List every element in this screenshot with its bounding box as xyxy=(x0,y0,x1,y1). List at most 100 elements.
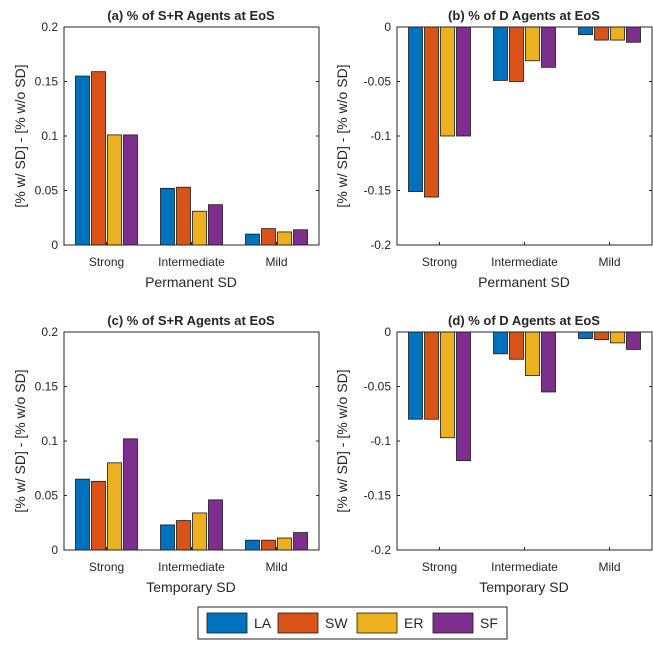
panel-b-bar-er-mild xyxy=(610,26,625,41)
panel-a-bar-la-strong xyxy=(75,75,90,246)
panel-a-ytick-label: 0.1 xyxy=(41,129,58,143)
panel-d-ylabel: [% w/ SD] - [% w/o SD] xyxy=(334,369,350,512)
panel-a-bar-la-intermediate xyxy=(160,187,175,246)
panel-b-ytick-label: -0.15 xyxy=(364,184,392,198)
panel-d-bar-sf-mild xyxy=(626,331,641,350)
panel-d-xlabel: Temporary SD xyxy=(479,579,568,595)
panel-c-yticks: 0 0.05 0.1 0.15 0.2 xyxy=(35,325,319,557)
panel-a-ytick-label: 0.15 xyxy=(35,75,59,89)
panel-b-ylabel: [% w/ SD] - [% w/o SD] xyxy=(334,64,350,207)
panel-a-bar-er-mild xyxy=(277,231,292,246)
panel-c-bars xyxy=(75,438,308,551)
panel-d-bar-sf-intermediate xyxy=(541,331,556,393)
panel-a-bar-la-mild xyxy=(245,233,260,246)
panel-b-bar-sf-intermediate xyxy=(541,26,556,68)
panel-d: -0.2 -0.15 -0.1 -0.05 0 Strong Intermediate Mi… xyxy=(334,313,653,595)
panel-c-ytick-label: 0.15 xyxy=(35,380,59,394)
panel-a-bar-sw-mild xyxy=(261,228,276,246)
panel-d-axes-frame xyxy=(396,331,653,551)
panel-b-bar-sw-mild xyxy=(594,26,609,41)
panel-a-ytick-label: 0.05 xyxy=(35,184,59,198)
panel-c-bar-sw-strong xyxy=(91,480,106,551)
panel-b-xtick-label: Mild xyxy=(598,255,620,269)
panel-a-xtick-label: Intermediate xyxy=(158,255,225,269)
panel-c-bar-er-intermediate xyxy=(192,512,207,551)
panel-c-bar-sf-intermediate xyxy=(208,499,223,551)
legend-swatch-sw xyxy=(277,612,319,634)
panel-d-bar-sw-strong xyxy=(424,331,439,420)
panel-d-ytick-label: 0 xyxy=(384,325,391,339)
panel-c: 0 0.05 0.1 0.15 0.2 Strong Intermediate Mild (… xyxy=(12,313,320,595)
panel-a-xlabel: Permanent SD xyxy=(145,274,237,290)
panel-d-xtick-label: Intermediate xyxy=(491,560,558,574)
panel-d-ytick-label: -0.2 xyxy=(370,543,391,557)
panel-d-ytick-label: -0.05 xyxy=(364,380,392,394)
panel-a-bar-sw-intermediate xyxy=(176,186,191,246)
panel-d-bar-sw-mild xyxy=(594,331,609,341)
panel-d-bar-la-mild xyxy=(578,331,593,339)
panel-d-xtick-label: Mild xyxy=(598,560,620,574)
panel-b-bar-sf-mild xyxy=(626,26,641,43)
panel-a-xtick-label: Mild xyxy=(265,255,287,269)
panel-a-bar-sf-intermediate xyxy=(208,204,223,246)
panel-d-title: (d) % of D Agents at EoS xyxy=(448,313,600,328)
panel-c-bar-la-mild xyxy=(245,539,260,551)
panel-c-xlabel: Temporary SD xyxy=(146,579,235,595)
panel-b-xtick-label: Strong xyxy=(422,255,457,269)
panel-d-ytick-label: -0.15 xyxy=(364,489,392,503)
panel-b-bar-sf-strong xyxy=(456,26,471,137)
panel-d-bar-er-intermediate xyxy=(525,331,540,376)
panel-c-ytick-label: 0.1 xyxy=(41,434,58,448)
panel-c-ytick-label: 0 xyxy=(51,543,58,557)
panel-c-xtick-label: Mild xyxy=(265,560,287,574)
panel-d-bar-la-intermediate xyxy=(493,331,508,355)
panel-c-bar-sw-mild xyxy=(261,539,276,551)
panel-c-xtick-label: Intermediate xyxy=(158,560,225,574)
panel-d-bars xyxy=(408,331,641,462)
panel-c-ylabel: [% w/ SD] - [% w/o SD] xyxy=(12,369,28,512)
panel-b-bars xyxy=(408,26,641,198)
panel-b-ytick-label: -0.2 xyxy=(370,238,391,252)
panel-b-ytick-label: 0 xyxy=(384,20,391,34)
legend-swatch-la xyxy=(206,612,248,634)
legend-label-sf: SF xyxy=(480,615,498,631)
panel-b-bar-la-intermediate xyxy=(493,26,508,81)
panel-c-ytick-label: 0.2 xyxy=(41,325,58,339)
legend-label-er: ER xyxy=(404,615,423,631)
panel-b-xtick-label: Intermediate xyxy=(491,255,558,269)
panel-a-ytick-label: 0.2 xyxy=(41,20,58,34)
panel-b-bar-er-intermediate xyxy=(525,26,540,62)
panel-b-xticks: Strong Intermediate Mild xyxy=(422,242,621,269)
panel-a: 0 0.05 0.1 0.15 0.2 Strong Intermediate Mild (… xyxy=(12,8,320,290)
panel-a-bar-er-intermediate xyxy=(192,210,207,246)
panel-a-ytick-label: 0 xyxy=(51,238,58,252)
legend-label-la: LA xyxy=(254,615,272,631)
panel-d-bar-la-strong xyxy=(408,331,423,420)
panel-a-title: (a) % of S+R Agents at EoS xyxy=(107,8,275,23)
panel-d-bar-er-strong xyxy=(440,331,455,439)
panel-d-bar-sw-intermediate xyxy=(509,331,524,360)
panel-a-bar-sf-strong xyxy=(123,134,138,246)
panel-c-bar-er-mild xyxy=(277,537,292,551)
panel-b-axes-frame xyxy=(396,26,653,246)
panel-d-bar-sf-strong xyxy=(456,331,471,462)
panel-a-axes-frame xyxy=(63,26,320,246)
panel-b-bar-sw-strong xyxy=(424,26,439,198)
panel-a-bars xyxy=(75,71,308,246)
legend: LA SW ER SF xyxy=(197,606,508,640)
panel-b-bar-er-strong xyxy=(440,26,455,137)
panel-b-bar-la-strong xyxy=(408,26,423,192)
panel-b: -0.2 -0.15 -0.1 -0.05 0 Strong Intermediate Mi… xyxy=(334,8,653,290)
panel-c-axes-frame xyxy=(63,331,320,551)
panel-d-bar-er-mild xyxy=(610,331,625,344)
panel-c-title: (c) % of S+R Agents at EoS xyxy=(107,313,275,328)
panel-b-ytick-label: -0.05 xyxy=(364,75,392,89)
panel-a-xtick-label: Strong xyxy=(89,255,124,269)
panel-c-bar-sf-strong xyxy=(123,438,138,551)
panel-c-bar-la-intermediate xyxy=(160,524,175,551)
panel-d-ytick-label: -0.1 xyxy=(370,434,391,448)
legend-label-sw: SW xyxy=(325,615,348,631)
panel-b-bar-la-mild xyxy=(578,26,593,36)
panel-b-title: (b) % of D Agents at EoS xyxy=(448,8,600,23)
